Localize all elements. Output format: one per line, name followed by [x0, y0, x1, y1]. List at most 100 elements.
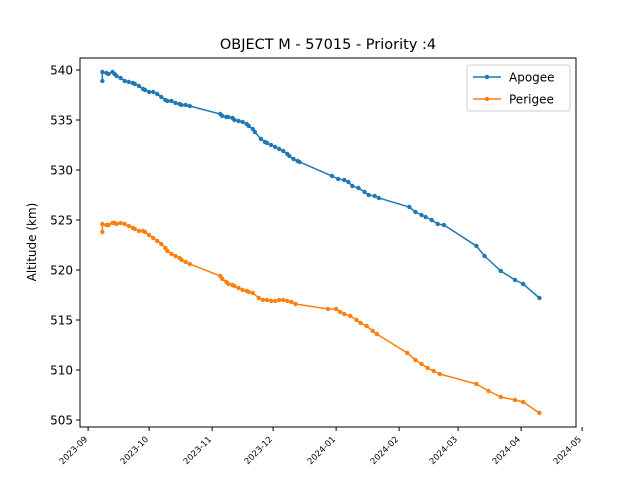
perigee-point — [342, 311, 347, 317]
apogee-point — [372, 193, 377, 199]
x-tick-label: 2023-09 — [58, 435, 90, 467]
y-axis-label: Altitude (km) — [25, 203, 39, 282]
y-tick-label: 525 — [50, 214, 73, 228]
perigee-point — [114, 221, 119, 227]
legend-marker-perigee — [484, 96, 490, 102]
apogee-point — [329, 173, 335, 179]
apogee-point — [342, 177, 347, 183]
perigee-point — [179, 257, 184, 263]
apogee-point — [435, 221, 440, 227]
perigee-point — [277, 297, 282, 303]
x-tick-label: 2024-01 — [306, 435, 338, 467]
apogee-point — [165, 98, 170, 104]
perigee-point — [250, 290, 255, 296]
perigee-point — [236, 285, 241, 291]
apogee-point — [155, 91, 160, 97]
apogee-point — [376, 195, 382, 201]
perigee-point — [289, 299, 294, 305]
perigee-point — [118, 220, 123, 226]
x-tick-label: 2023-12 — [243, 435, 275, 467]
apogee-point — [132, 81, 138, 87]
perigee-point — [354, 317, 359, 323]
apogee-point — [537, 295, 542, 301]
perigee-point — [370, 328, 375, 334]
series-layer — [100, 69, 542, 416]
apogee-point — [264, 140, 270, 146]
legend-label-perigee: Perigee — [509, 93, 554, 107]
y-tick-label: 540 — [50, 64, 73, 78]
perigee-point — [358, 320, 363, 326]
perigee-point — [159, 241, 164, 247]
apogee-point — [350, 183, 355, 189]
perigee-point — [272, 298, 278, 304]
perigee-point — [425, 365, 430, 371]
perigee-point — [537, 410, 542, 416]
apogee-point — [366, 192, 371, 198]
apogee-point — [419, 212, 424, 218]
perigee-point — [364, 323, 369, 329]
perigee-point — [100, 229, 105, 235]
apogee-point — [356, 185, 361, 191]
perigee-point — [173, 253, 178, 259]
apogee-point — [179, 102, 184, 108]
apogee-point — [173, 100, 178, 106]
apogee-point — [226, 114, 231, 120]
perigee-point — [281, 297, 286, 303]
perigee-point — [169, 251, 174, 257]
perigee-point — [165, 248, 170, 254]
x-tick-label: 2024-02 — [369, 435, 401, 467]
apogee-point — [183, 102, 188, 108]
apogee-point — [474, 243, 479, 249]
y-tick-label: 530 — [50, 164, 73, 178]
y-axis-ticks: 505 510 515 520 525 530 535 540 — [50, 64, 80, 428]
apogee-point — [150, 89, 156, 95]
apogee-point — [252, 129, 258, 135]
perigee-point — [146, 232, 152, 238]
apogee-point — [423, 214, 428, 220]
x-tick-label: 2024-04 — [491, 435, 523, 467]
perigee-point — [374, 331, 379, 337]
perigee-point — [122, 221, 127, 227]
apogee-point — [114, 73, 119, 79]
perigee-point — [348, 313, 353, 319]
perigee-point — [132, 226, 138, 232]
y-tick-label: 505 — [50, 414, 73, 428]
x-tick-label: 2023-11 — [182, 435, 214, 467]
perigee-point — [183, 259, 188, 265]
perigee-point — [419, 361, 424, 367]
x-tick-label: 2024-05 — [552, 435, 584, 467]
perigee-point — [437, 371, 442, 377]
perigee-point — [293, 301, 298, 307]
apogee-point — [512, 277, 518, 283]
apogee-point — [335, 176, 341, 182]
apogee-point — [498, 268, 503, 274]
perigee-point — [413, 357, 418, 363]
apogee-point — [122, 78, 127, 84]
apogee-point — [297, 159, 302, 165]
y-tick-label: 515 — [50, 314, 73, 328]
apogee-point — [126, 79, 131, 85]
y-tick-label: 535 — [50, 114, 73, 128]
apogee-point — [272, 144, 278, 150]
perigee-point — [325, 306, 331, 312]
apogee-point — [413, 209, 418, 215]
legend-marker-apogee — [484, 74, 490, 80]
perigee-point — [220, 276, 225, 282]
apogee-point — [118, 75, 123, 81]
apogee-point — [159, 94, 164, 100]
perigee-point — [333, 306, 339, 312]
perigee-point — [155, 238, 160, 244]
apogee-point — [236, 118, 241, 124]
apogee-point — [346, 179, 351, 185]
perigee-point — [512, 397, 518, 403]
apogee-point — [268, 142, 274, 148]
apogee-point — [281, 148, 286, 154]
perigee-point — [100, 221, 105, 227]
perigee-point — [498, 394, 503, 400]
apogee-point — [287, 153, 292, 159]
perigee-point — [126, 223, 131, 229]
x-tick-label: 2023-10 — [119, 435, 151, 467]
perigee-point — [268, 298, 274, 304]
apogee-point — [142, 87, 148, 93]
perigee-point — [260, 297, 266, 303]
